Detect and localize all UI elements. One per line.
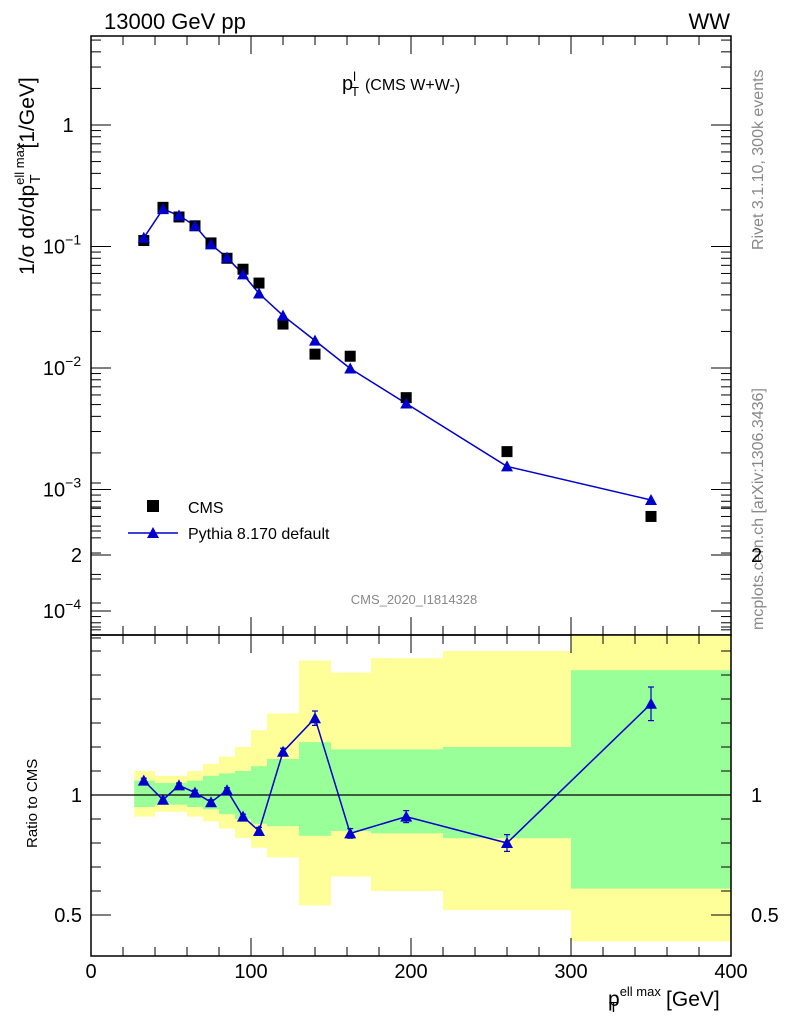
analysis-id-label: CMS_2020_I1814328	[351, 592, 478, 607]
ratio-y-tick-label-right: 0.5	[751, 905, 779, 927]
ratio-data-point	[253, 825, 265, 836]
ratio-uncertainty-bands	[134, 635, 731, 942]
cms-data-point	[501, 446, 513, 458]
ratio-series-marks	[137, 686, 657, 853]
energy-label: 13000 GeV pp	[104, 9, 246, 34]
mc-data-point	[221, 251, 233, 263]
main-panel: 10−4 10−3 10−2 10−1 1 pl T (CMS W+W-) 1/σ dσ/d…	[12, 35, 732, 639]
ratio-y-tick-label-right: 1	[751, 785, 762, 807]
mc-data-point	[277, 309, 289, 321]
rivet-label: Rivet 3.1.10, 300k events	[750, 69, 767, 250]
ratio-data-point	[221, 784, 233, 796]
ratio-data-point	[137, 774, 150, 786]
ratio-x-tick-labels: 0 100 200 300 400	[85, 961, 747, 983]
ratio-data-point	[501, 837, 513, 848]
ratio-data-point	[309, 712, 321, 724]
ratio-data-point	[173, 779, 185, 791]
ratio-y-tick-label-right: 2	[751, 545, 762, 567]
ratio-y-axis-label: Ratio to CMS	[24, 759, 41, 848]
ratio-y-tick-label-left: 2	[71, 545, 82, 567]
chart-title: pl T (CMS W+W-)	[342, 69, 460, 99]
x-tick-label: 0	[85, 961, 96, 983]
ratio-y-tick-label-left: 0.5	[54, 905, 82, 927]
ratio-data-point	[344, 827, 357, 839]
mc-data-point	[205, 238, 217, 250]
ratio-data-point	[157, 793, 169, 805]
ratio-data-point	[237, 810, 249, 822]
mc-data-point	[400, 397, 413, 409]
ratio-plot-frame	[90, 634, 732, 957]
mc-data-point	[344, 362, 357, 374]
cms-data-point	[277, 318, 289, 330]
main-series-marks	[137, 201, 657, 522]
mc-data-point	[237, 268, 249, 280]
legend-mc-marker	[147, 527, 159, 538]
mc-data-point	[137, 231, 150, 243]
mc-data-point	[253, 287, 265, 299]
mc-data-point	[157, 203, 169, 215]
ratio-data-point	[400, 810, 413, 822]
uncertainty-band-inner	[299, 742, 331, 836]
legend-data-marker	[147, 500, 159, 512]
cms-data-point	[309, 348, 321, 360]
uncertainty-band-inner	[203, 775, 219, 810]
mc-data-point	[189, 219, 201, 231]
cms-data-point	[645, 510, 657, 522]
main-axis-ticks	[90, 36, 732, 639]
mc-data-point	[173, 209, 185, 221]
ratio-data-point	[205, 796, 217, 808]
y-tick-label: 10−3	[43, 475, 81, 502]
legend-mc-label: Pythia 8.170 default	[188, 526, 330, 543]
mc-series-polyline	[143, 208, 652, 501]
ratio-data-point	[277, 745, 289, 757]
mc-data-point	[501, 460, 513, 472]
uncertainty-band-inner	[443, 747, 571, 839]
y-axis-label: 1/σ dσ/dpell maxT[1/GeV]	[12, 77, 44, 275]
y-tick-label: 1	[62, 115, 73, 137]
main-y-tick-labels: 10−4 10−3 10−2 10−1 1	[43, 115, 81, 623]
y-tick-label: 10−1	[43, 232, 81, 259]
ratio-axis-ticks	[90, 482, 732, 956]
y-tick-label: 10−2	[43, 353, 81, 380]
uncertainty-band-inner	[267, 759, 299, 827]
process-label: WW	[688, 9, 730, 34]
x-tick-label: 300	[554, 961, 587, 983]
cms-data-point	[344, 350, 356, 362]
mc-data-point	[309, 334, 321, 346]
mcplots-label: mcplots.cern.ch [arXiv:1306.3436]	[750, 388, 767, 630]
x-tick-label: 200	[394, 961, 427, 983]
x-tick-label: 400	[714, 961, 747, 983]
mc-data-point	[645, 493, 657, 505]
ratio-y-tick-label-left: 1	[71, 785, 82, 807]
main-plot-frame	[90, 35, 732, 636]
x-tick-label: 100	[234, 961, 267, 983]
legend-data-label: CMS	[188, 500, 224, 517]
cms-data-point	[253, 277, 265, 289]
ratio-data-point	[189, 786, 201, 798]
y-tick-label: 10−4	[43, 596, 81, 623]
x-axis-label: pell max T [GeV]	[608, 984, 720, 1016]
ratio-data-point	[645, 697, 657, 709]
ratio-panel: 0.5 0.5 1 1 2 2 0 100 200 300 400 Ratio to CMS pe…	[24, 482, 779, 1016]
ratio-y-tick-labels: 0.5 0.5 1 1 2 2	[54, 545, 779, 927]
